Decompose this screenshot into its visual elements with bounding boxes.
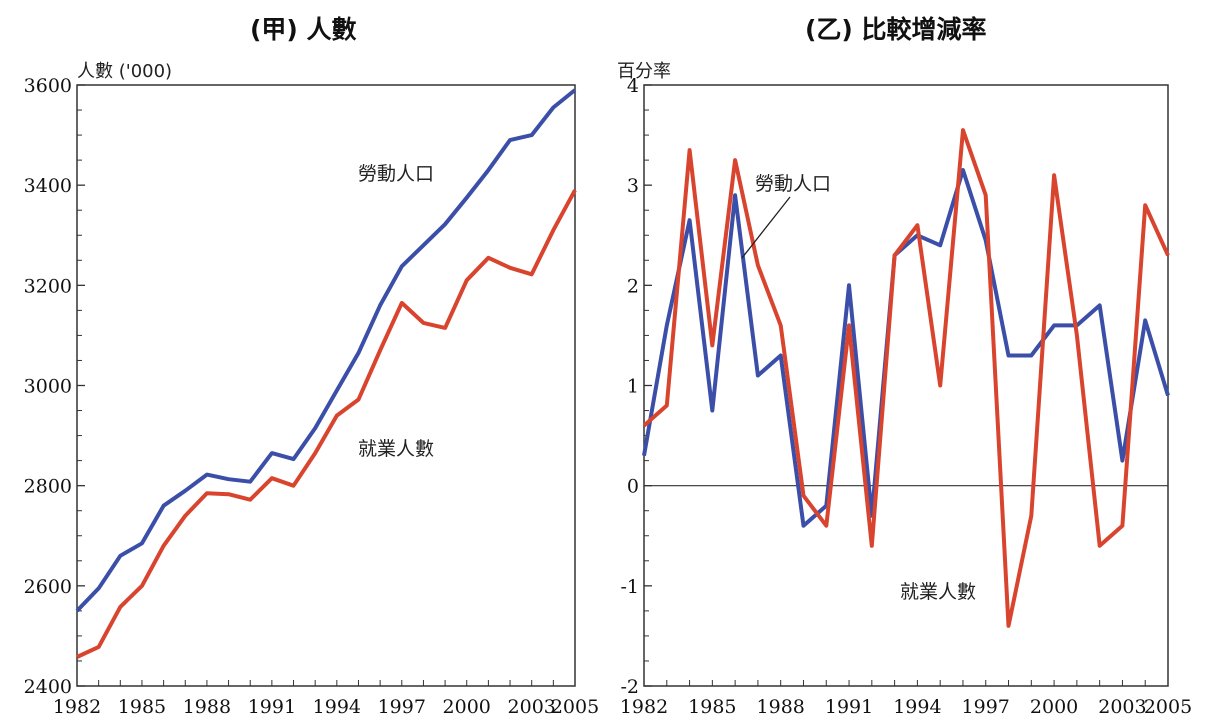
x-tick-label: 1994 — [893, 696, 941, 718]
x-tick-label: 1982 — [620, 696, 668, 718]
x-tick-label: 2000 — [1030, 696, 1078, 718]
x-tick-label: 1988 — [757, 696, 805, 718]
y-tick-label: 3200 — [24, 275, 72, 297]
y-tick-label: 2800 — [24, 476, 72, 498]
x-tick-label: 1997 — [378, 696, 426, 718]
y-tick-label: 3000 — [24, 376, 72, 398]
series-line-employment — [76, 189, 577, 659]
x-tick-label: 1985 — [688, 696, 736, 718]
annotation-leader-line — [741, 196, 791, 259]
x-tick-label: 2005 — [1144, 696, 1192, 718]
y-tick-label: 4 — [627, 75, 639, 97]
series-annotation: 就業人數 — [358, 438, 434, 460]
y-tick-label: 3400 — [24, 175, 72, 197]
x-tick-label: 1997 — [962, 696, 1010, 718]
series-annotation: 勞動人口 — [755, 173, 831, 195]
y-axis-unit-label: 百分率 — [617, 61, 671, 82]
x-tick-label: 2005 — [551, 696, 599, 718]
series-line-labour-force — [75, 88, 577, 613]
y-tick-label: 2600 — [24, 576, 72, 598]
x-tick-label: 1991 — [825, 696, 873, 718]
x-tick-label: 2003 — [508, 696, 556, 718]
plot-frame-a — [76, 84, 576, 687]
y-tick-label: 2 — [627, 275, 639, 297]
y-tick-label: 3600 — [24, 75, 72, 97]
x-tick-label: 1988 — [183, 696, 231, 718]
series-line-labour-force — [642, 168, 1170, 528]
x-tick-label: 2000 — [443, 696, 491, 718]
y-tick-label: 3 — [627, 175, 639, 197]
x-tick-label: 1991 — [248, 696, 296, 718]
y-tick-label: -1 — [620, 576, 639, 598]
panel-b-title: (乙) 比較增減率 — [805, 15, 987, 44]
series-annotation: 就業人數 — [900, 581, 976, 603]
x-tick-label: 1994 — [313, 696, 361, 718]
x-tick-label: 1985 — [118, 696, 166, 718]
x-tick-label: 1982 — [53, 696, 101, 718]
panel-a-title: (甲) 人數 — [250, 15, 357, 44]
series-line-employment — [642, 128, 1170, 628]
y-tick-label: 0 — [627, 476, 639, 498]
series-annotation: 勞動人口 — [358, 163, 434, 185]
y-tick-label: -2 — [620, 676, 639, 698]
y-tick-label: 2400 — [24, 676, 72, 698]
y-axis-unit-label: 人數 ('000) — [77, 61, 172, 82]
y-tick-label: 1 — [627, 376, 639, 398]
x-tick-label: 2003 — [1098, 696, 1146, 718]
